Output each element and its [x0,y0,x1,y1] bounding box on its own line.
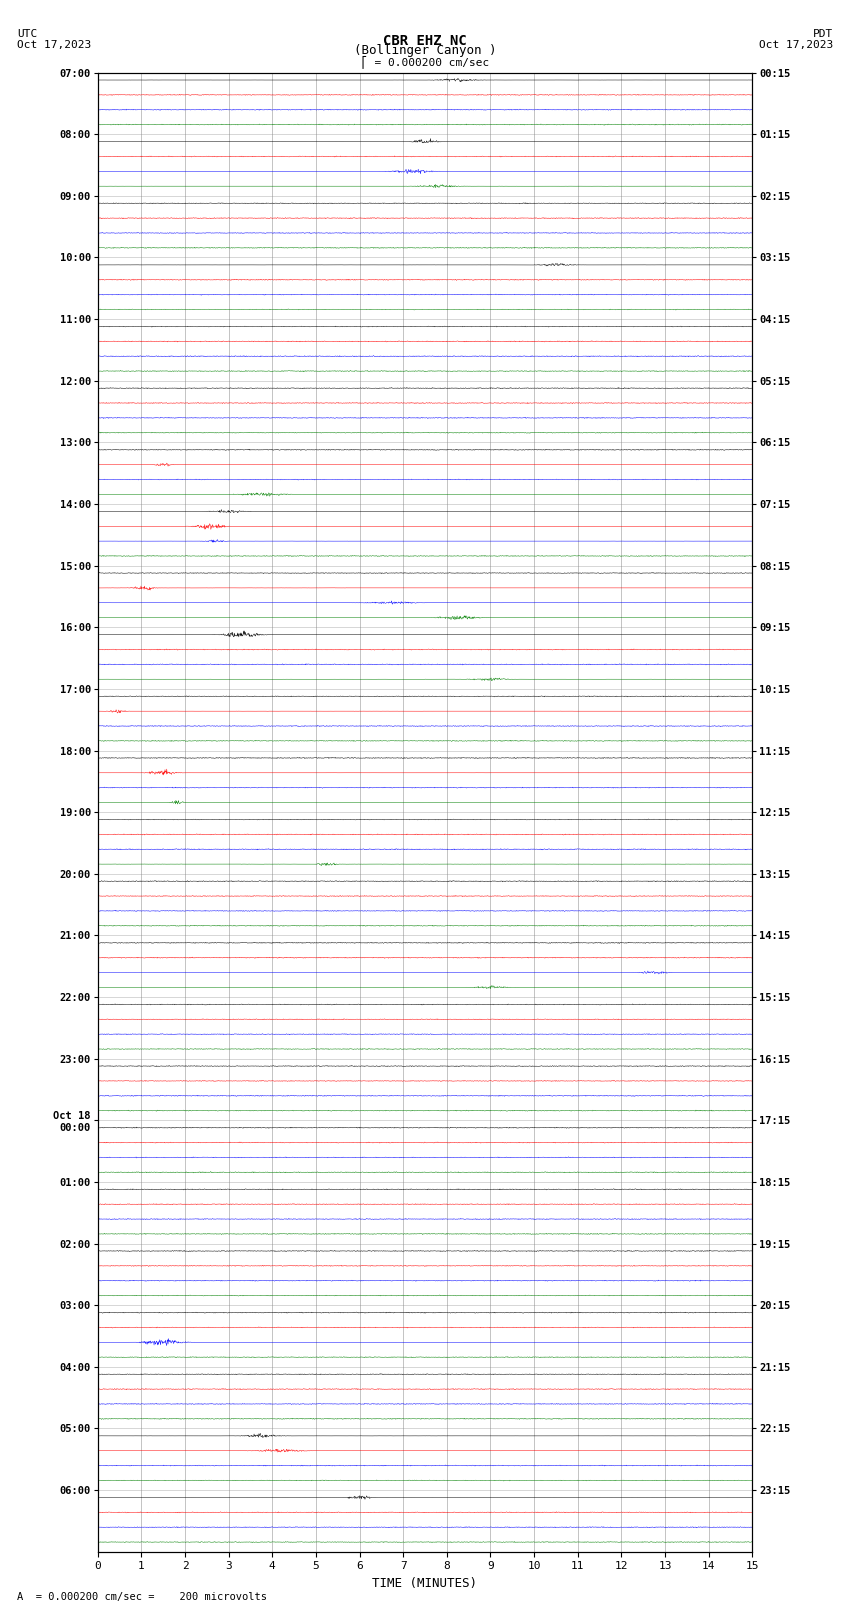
Text: PDT: PDT [813,29,833,39]
Text: ⎡ = 0.000200 cm/sec: ⎡ = 0.000200 cm/sec [361,55,489,68]
Text: (Bollinger Canyon ): (Bollinger Canyon ) [354,44,496,56]
Text: A  = 0.000200 cm/sec =    200 microvolts: A = 0.000200 cm/sec = 200 microvolts [17,1592,267,1602]
X-axis label: TIME (MINUTES): TIME (MINUTES) [372,1578,478,1590]
Text: Oct 17,2023: Oct 17,2023 [17,40,91,50]
Text: Oct 17,2023: Oct 17,2023 [759,40,833,50]
Text: UTC: UTC [17,29,37,39]
Text: CBR EHZ NC: CBR EHZ NC [383,34,467,48]
